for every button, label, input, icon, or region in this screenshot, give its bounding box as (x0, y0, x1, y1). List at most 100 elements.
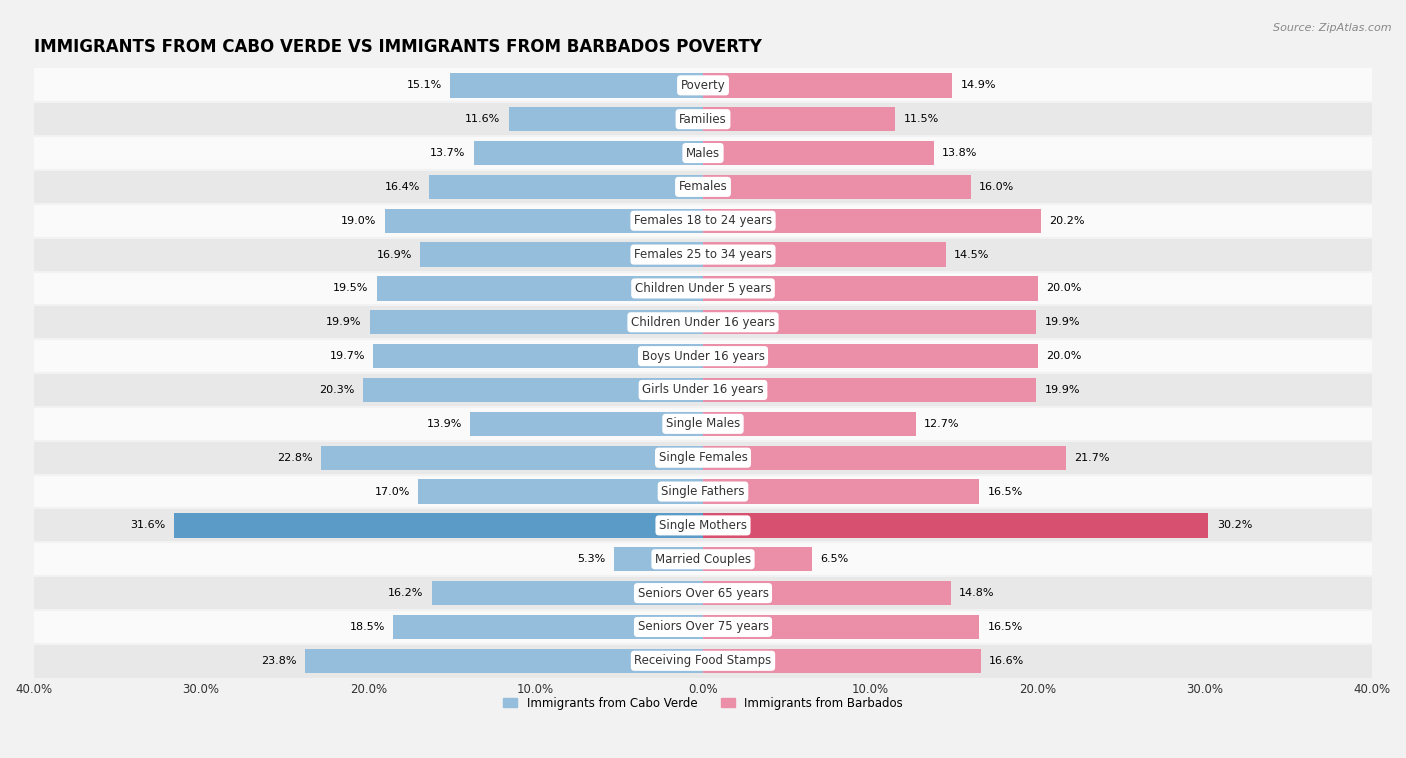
Text: 5.3%: 5.3% (578, 554, 606, 564)
Text: 22.8%: 22.8% (277, 453, 314, 462)
Bar (34, 644, 1372, 678)
Text: Seniors Over 75 years: Seniors Over 75 years (637, 621, 769, 634)
Text: 21.7%: 21.7% (1074, 453, 1111, 462)
Text: Single Mothers: Single Mothers (659, 519, 747, 532)
Text: 20.0%: 20.0% (1046, 283, 1081, 293)
Bar (34, 407, 1372, 440)
Text: 19.9%: 19.9% (1045, 385, 1080, 395)
Bar (34, 542, 1372, 576)
Text: 16.2%: 16.2% (388, 588, 423, 598)
Bar (34, 373, 1372, 407)
Text: 16.5%: 16.5% (987, 487, 1022, 496)
Text: 15.1%: 15.1% (406, 80, 441, 90)
Bar (34, 610, 1372, 644)
Bar (450, 73, 703, 98)
Bar (703, 513, 1208, 537)
Bar (374, 344, 703, 368)
Bar (471, 412, 703, 436)
Bar (703, 174, 970, 199)
Text: Source: ZipAtlas.com: Source: ZipAtlas.com (1274, 23, 1392, 33)
Bar (34, 305, 1372, 340)
Text: 20.3%: 20.3% (319, 385, 354, 395)
Text: 16.6%: 16.6% (990, 656, 1025, 666)
Text: 14.9%: 14.9% (960, 80, 997, 90)
Text: 19.9%: 19.9% (1045, 318, 1080, 327)
Text: Receiving Food Stamps: Receiving Food Stamps (634, 654, 772, 667)
Bar (703, 310, 1036, 334)
Text: 17.0%: 17.0% (375, 487, 411, 496)
Bar (703, 243, 946, 267)
Text: IMMIGRANTS FROM CABO VERDE VS IMMIGRANTS FROM BARBADOS POVERTY: IMMIGRANTS FROM CABO VERDE VS IMMIGRANTS… (34, 38, 762, 56)
Text: 31.6%: 31.6% (131, 521, 166, 531)
Bar (703, 344, 1038, 368)
Text: 16.5%: 16.5% (987, 622, 1022, 632)
Text: Seniors Over 65 years: Seniors Over 65 years (637, 587, 769, 600)
Bar (34, 170, 1372, 204)
Text: 19.0%: 19.0% (342, 216, 377, 226)
Bar (174, 513, 703, 537)
Text: 14.8%: 14.8% (959, 588, 994, 598)
Bar (394, 615, 703, 639)
Text: Children Under 5 years: Children Under 5 years (634, 282, 772, 295)
Text: Single Males: Single Males (666, 418, 740, 431)
Bar (370, 310, 703, 334)
Text: 14.5%: 14.5% (955, 249, 990, 259)
Bar (34, 440, 1372, 475)
Bar (420, 243, 703, 267)
Bar (474, 141, 703, 165)
Text: 13.7%: 13.7% (430, 148, 465, 158)
Text: 19.5%: 19.5% (333, 283, 368, 293)
Bar (305, 649, 703, 673)
Bar (703, 581, 950, 606)
Text: Males: Males (686, 146, 720, 159)
Bar (34, 509, 1372, 542)
Text: 11.6%: 11.6% (465, 114, 501, 124)
Bar (34, 271, 1372, 305)
Bar (34, 204, 1372, 238)
Text: Single Fathers: Single Fathers (661, 485, 745, 498)
Text: 19.7%: 19.7% (329, 351, 366, 361)
Bar (703, 649, 981, 673)
Text: 20.2%: 20.2% (1049, 216, 1085, 226)
Bar (703, 479, 979, 504)
Bar (703, 73, 952, 98)
Bar (703, 377, 1036, 402)
Text: Married Couples: Married Couples (655, 553, 751, 565)
Text: 11.5%: 11.5% (904, 114, 939, 124)
Text: Females 25 to 34 years: Females 25 to 34 years (634, 248, 772, 261)
Text: Females 18 to 24 years: Females 18 to 24 years (634, 215, 772, 227)
Text: Families: Families (679, 113, 727, 126)
Text: Poverty: Poverty (681, 79, 725, 92)
Bar (703, 615, 979, 639)
Text: 16.4%: 16.4% (385, 182, 420, 192)
Text: Single Females: Single Females (658, 451, 748, 464)
Bar (509, 107, 703, 131)
Bar (385, 208, 703, 233)
Text: 16.0%: 16.0% (979, 182, 1014, 192)
Bar (703, 107, 896, 131)
Bar (703, 208, 1040, 233)
Text: 23.8%: 23.8% (262, 656, 297, 666)
Bar (34, 68, 1372, 102)
Text: Boys Under 16 years: Boys Under 16 years (641, 349, 765, 362)
Bar (703, 547, 811, 572)
Bar (34, 475, 1372, 509)
Bar (703, 412, 915, 436)
Bar (703, 276, 1038, 301)
Bar (34, 136, 1372, 170)
Bar (363, 377, 703, 402)
Text: 13.8%: 13.8% (942, 148, 977, 158)
Bar (34, 340, 1372, 373)
Bar (429, 174, 703, 199)
Text: 20.0%: 20.0% (1046, 351, 1081, 361)
Bar (432, 581, 703, 606)
Bar (34, 238, 1372, 271)
Bar (703, 446, 1066, 470)
Text: 16.9%: 16.9% (377, 249, 412, 259)
Text: 6.5%: 6.5% (820, 554, 848, 564)
Text: 30.2%: 30.2% (1216, 521, 1253, 531)
Text: 12.7%: 12.7% (924, 419, 959, 429)
Text: 18.5%: 18.5% (350, 622, 385, 632)
Bar (34, 576, 1372, 610)
Text: Females: Females (679, 180, 727, 193)
